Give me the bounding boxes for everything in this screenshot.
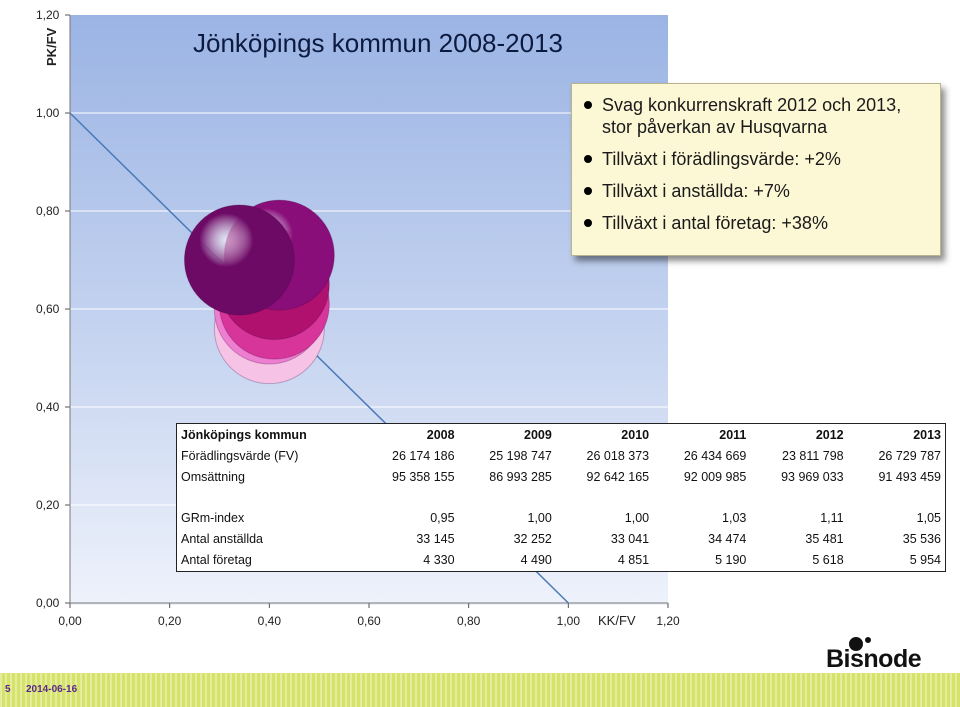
table-header: 2013 (913, 427, 941, 442)
table-cell: 1,03 (722, 510, 747, 525)
slide-number: 5 (5, 684, 11, 695)
table-spacer (177, 487, 945, 507)
table-header: 2009 (524, 427, 552, 442)
table-cell: 4 490 (520, 552, 552, 567)
table-header: 2008 (426, 427, 455, 442)
y-tick-label: 0,00 (36, 596, 60, 610)
table-cell: 91 493 459 (878, 469, 941, 484)
table-cell: 32 252 (513, 531, 552, 546)
table-cell: Förädlingsvärde (FV) (181, 448, 299, 463)
table-cell: 95 358 155 (392, 469, 455, 484)
x-tick-label: 0,80 (457, 614, 481, 628)
table-cell: Omsättning (181, 469, 245, 484)
table-cell: 5 954 (909, 552, 941, 567)
table-cell: 26 018 373 (586, 448, 650, 463)
x-tick-label: 1,20 (656, 614, 680, 628)
y-axis-label: PK/FV (44, 27, 59, 66)
summary-list: Svag konkurrenskraft 2012 och 2013, stor… (584, 94, 928, 234)
table-row: Antal företag 4 330 4 490 4 851 5 190 5 … (177, 549, 945, 570)
y-tick-label: 0,20 (36, 498, 60, 512)
y-tick-label: 0,60 (36, 302, 60, 316)
table-cell: GRm-index (181, 510, 245, 525)
table-cell: 93 969 033 (781, 469, 844, 484)
table-header: 2012 (815, 427, 844, 442)
summary-item: Svag konkurrenskraft 2012 och 2013, stor… (584, 94, 928, 138)
table-cell: 0,95 (430, 510, 455, 525)
y-tick-label: 0,80 (36, 204, 60, 218)
x-axis-label: KK/FV (598, 613, 636, 628)
summary-item: Tillväxt i förädlingsvärde: +2% (584, 148, 928, 170)
table-cell: 4 851 (617, 552, 650, 567)
bubble-2013 (183, 204, 295, 316)
table-cell: 1,00 (527, 510, 552, 525)
table-cell: 92 642 165 (586, 469, 650, 484)
table-cell: 86 993 285 (489, 469, 552, 484)
table-cell: 35 481 (805, 531, 844, 546)
table-cell: 33 041 (610, 531, 650, 546)
table-cell: 25 198 747 (489, 448, 552, 463)
table-row: Antal anställda 33 145 32 252 33 041 34 … (177, 528, 945, 549)
table-cell: 26 174 186 (392, 448, 455, 463)
table-header: 2011 (719, 427, 747, 442)
table-cell: 5 618 (812, 552, 844, 567)
x-tick-label: 0,40 (258, 614, 282, 628)
y-tick-label: 1,20 (36, 8, 60, 22)
table-cell: 23 811 798 (782, 448, 844, 463)
table-cell: 1,11 (820, 510, 844, 525)
table-cell: 1,05 (916, 510, 941, 525)
y-tick-label: 1,00 (36, 106, 60, 120)
x-tick-label: 0,00 (58, 614, 82, 628)
table-cell: 26 729 787 (878, 448, 941, 463)
table-cell: 26 434 669 (683, 448, 747, 463)
table-cell: 92 009 985 (683, 469, 747, 484)
slide-date: 2014-06-16 (26, 684, 78, 695)
table-row: Förädlingsvärde (FV) 26 174 186 25 198 7… (177, 445, 945, 466)
table-row: GRm-index 0,95 1,00 1,00 1,03 1,11 1,05 (177, 507, 945, 528)
footer-bar (0, 673, 960, 707)
y-tick-label: 0,40 (36, 400, 60, 414)
table-cell: 1,00 (624, 510, 650, 525)
x-tick-label: 1,00 (557, 614, 581, 628)
bisnode-logo-text: Bisnode (826, 645, 922, 673)
table-header: 2010 (621, 427, 650, 442)
chart-title: Jönköpings kommun 2008-2013 (193, 28, 563, 58)
logo-dot-small (865, 637, 871, 643)
table-cell: 5 190 (715, 552, 747, 567)
bisnode-logo-icon (849, 637, 871, 651)
statistics-table: Jönköpings kommun 2008 2009 2010 2011 20… (176, 423, 946, 572)
table-header: Jönköpings kommun (181, 427, 307, 442)
summary-item: Tillväxt i antal företag: +38% (584, 212, 928, 234)
table-row: Omsättning 95 358 155 86 993 285 92 642 … (177, 466, 945, 487)
table-cell: 34 474 (708, 531, 747, 546)
x-tick-label: 0,20 (158, 614, 182, 628)
table-cell: 33 145 (416, 531, 455, 546)
summary-item: Tillväxt i anställda: +7% (584, 180, 928, 202)
table-cell: Antal företag (181, 552, 252, 567)
table-header-row: Jönköpings kommun 2008 2009 2010 2011 20… (177, 424, 945, 445)
x-tick-label: 0,60 (357, 614, 381, 628)
table-cell: 35 536 (902, 531, 941, 546)
summary-callout: Svag konkurrenskraft 2012 och 2013, stor… (571, 83, 941, 256)
table-cell: Antal anställda (181, 531, 264, 546)
table-cell: 4 330 (423, 552, 455, 567)
logo-dot-large (849, 637, 863, 651)
